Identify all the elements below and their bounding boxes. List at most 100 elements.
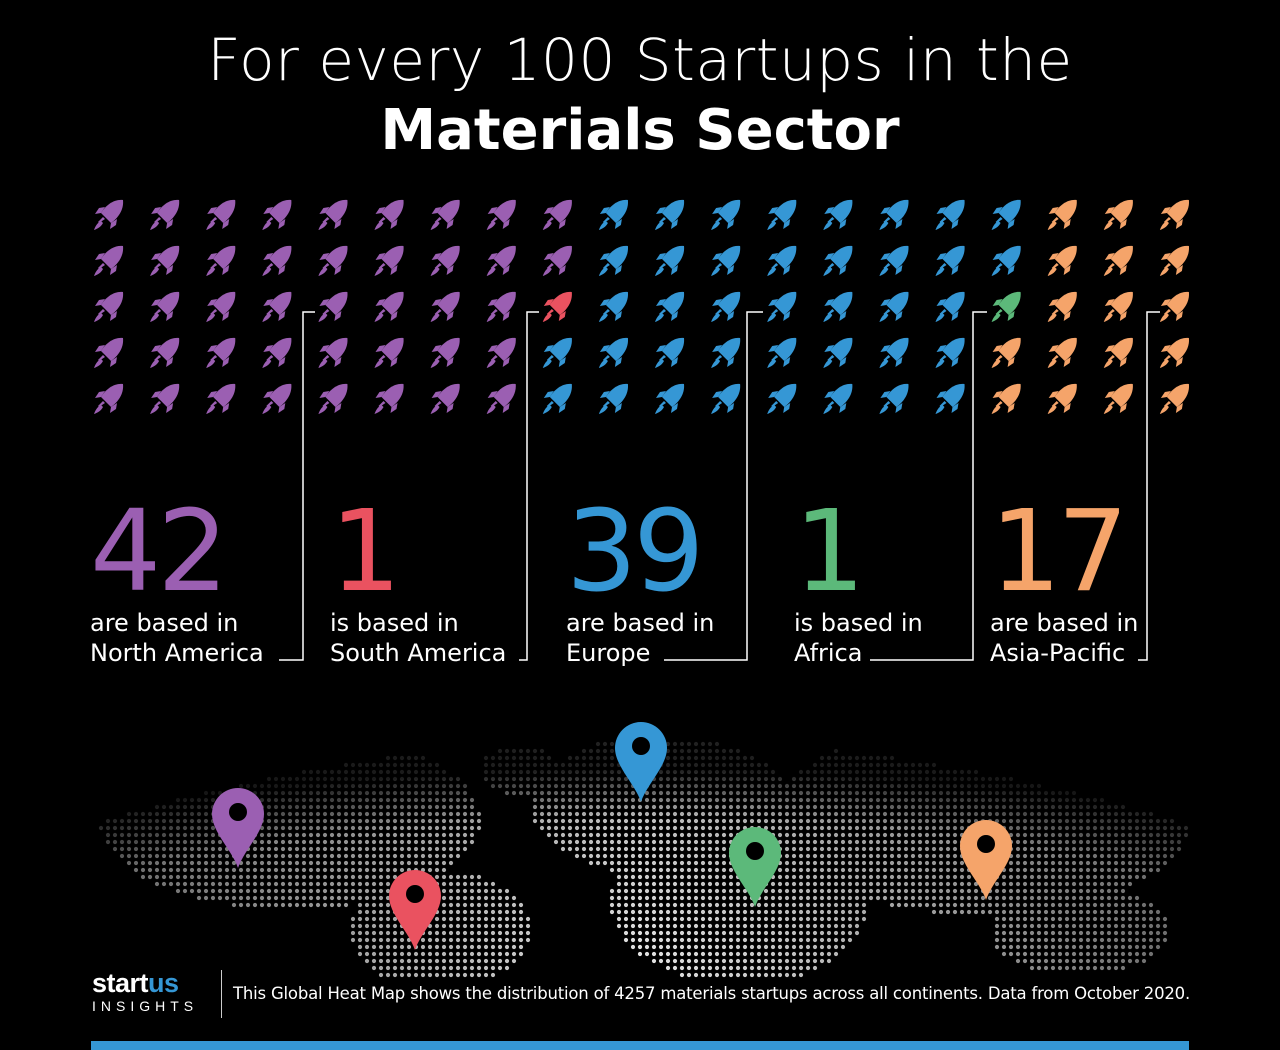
rocket-icon [655, 383, 685, 414]
rocket-icon [374, 199, 404, 230]
rocket-icon [935, 383, 965, 414]
stat-africa: 1 is based in Africa [794, 496, 923, 668]
rocket-icon [711, 245, 741, 276]
rocket-icon [374, 291, 404, 322]
stat-label-line2: Europe [566, 639, 651, 667]
rocket-icon [1047, 337, 1077, 368]
rocket-icon [935, 337, 965, 368]
rocket-icon [823, 199, 853, 230]
rocket-icon [655, 245, 685, 276]
rocket-icon-grid [94, 199, 1190, 414]
rocket-icon [486, 199, 516, 230]
logo-insights-text: INSIGHTS [92, 998, 199, 1014]
rocket-icon [598, 291, 629, 322]
rocket-icon [542, 383, 572, 414]
stat-label-line1: are based in [990, 609, 1139, 637]
logo-wordmark: startus [92, 968, 198, 998]
rocket-icon [823, 291, 853, 322]
rocket-icon [711, 383, 741, 414]
stat-asia-pacific: 17 are based in Asia-Pacific [990, 496, 1138, 668]
rocket-icon [1159, 291, 1190, 322]
stat-south-america: 1 is based in South America [330, 496, 506, 668]
rocket-icon [655, 199, 685, 230]
rocket-icon [1047, 245, 1077, 276]
rocket-icon [206, 291, 236, 322]
rocket-icon [879, 337, 909, 368]
rocket-icon [94, 383, 124, 414]
rocket-icon [486, 291, 516, 322]
startus-insights-logo: startus INSIGHTS [92, 968, 198, 1014]
rocket-icon [318, 199, 348, 230]
rocket-icon [94, 245, 124, 276]
rocket-icon [318, 291, 348, 322]
rocket-icon [991, 199, 1021, 230]
rocket-icon [1159, 245, 1190, 276]
rocket-icon [542, 245, 572, 276]
logo-start-text: start [92, 968, 149, 998]
rocket-icon [374, 245, 404, 276]
map-pin-icon [729, 827, 781, 907]
rocket-icon [430, 291, 460, 322]
map-pin-icon [960, 820, 1012, 900]
stat-number: 17 [990, 487, 1129, 617]
stat-label-line1: is based in [330, 609, 459, 637]
rocket-icon [598, 337, 629, 368]
rocket-icon [935, 199, 965, 230]
rocket-icon [991, 383, 1021, 414]
rocket-icon [262, 199, 292, 230]
rocket-icon [94, 337, 124, 368]
rocket-icon [262, 245, 292, 276]
rocket-icon [262, 383, 292, 414]
rocket-icon [262, 291, 292, 322]
rocket-icon [430, 383, 460, 414]
stat-label-line1: is based in [794, 609, 923, 637]
rocket-icon [150, 337, 180, 368]
rocket-icon [823, 337, 853, 368]
stat-label-line2: North America [90, 639, 264, 667]
rocket-icon [374, 383, 404, 414]
rocket-icon [1103, 337, 1133, 368]
rocket-icon [542, 337, 572, 368]
rocket-icon [598, 383, 629, 414]
footer-note: This Global Heat Map shows the distribut… [233, 984, 1191, 1003]
rocket-icon [1103, 245, 1133, 276]
rocket-icon [542, 199, 572, 230]
rocket-icon [318, 383, 348, 414]
rocket-icon [542, 291, 572, 322]
world-dot-map [0, 700, 1280, 980]
stat-north-america: 42 are based in North America [90, 496, 264, 668]
rocket-icon [486, 383, 516, 414]
title-line-2: Materials Sector [380, 98, 900, 163]
rocket-icon [991, 337, 1021, 368]
rocket-icon [823, 245, 853, 276]
rocket-icon [318, 245, 348, 276]
rocket-icon [318, 337, 348, 368]
map-pin-icon [389, 870, 441, 950]
rocket-icon [150, 199, 180, 230]
rocket-icon [879, 245, 909, 276]
rocket-icon [1103, 199, 1133, 230]
map-pin-icon [615, 722, 667, 802]
rocket-icon [94, 291, 124, 322]
rocket-icon [711, 337, 741, 368]
map-pin-icon [212, 788, 264, 868]
rocket-icon [767, 337, 797, 368]
rocket-icon [94, 199, 124, 230]
rocket-icon [1159, 383, 1190, 414]
rocket-icon [598, 245, 629, 276]
rocket-icon [1159, 337, 1190, 368]
rocket-icon [1103, 383, 1133, 414]
rocket-icon [374, 337, 404, 368]
rocket-icon [1047, 383, 1077, 414]
rocket-icon [655, 337, 685, 368]
rocket-icon [206, 199, 236, 230]
rocket-icon [1103, 291, 1133, 322]
rocket-icon [823, 383, 853, 414]
stat-label-line2: South America [330, 639, 507, 667]
rocket-icon [1159, 199, 1190, 230]
rocket-icon [150, 291, 180, 322]
rocket-icon [879, 383, 909, 414]
rocket-icon [935, 245, 965, 276]
rocket-icon [1047, 199, 1077, 230]
rocket-icon [206, 337, 236, 368]
